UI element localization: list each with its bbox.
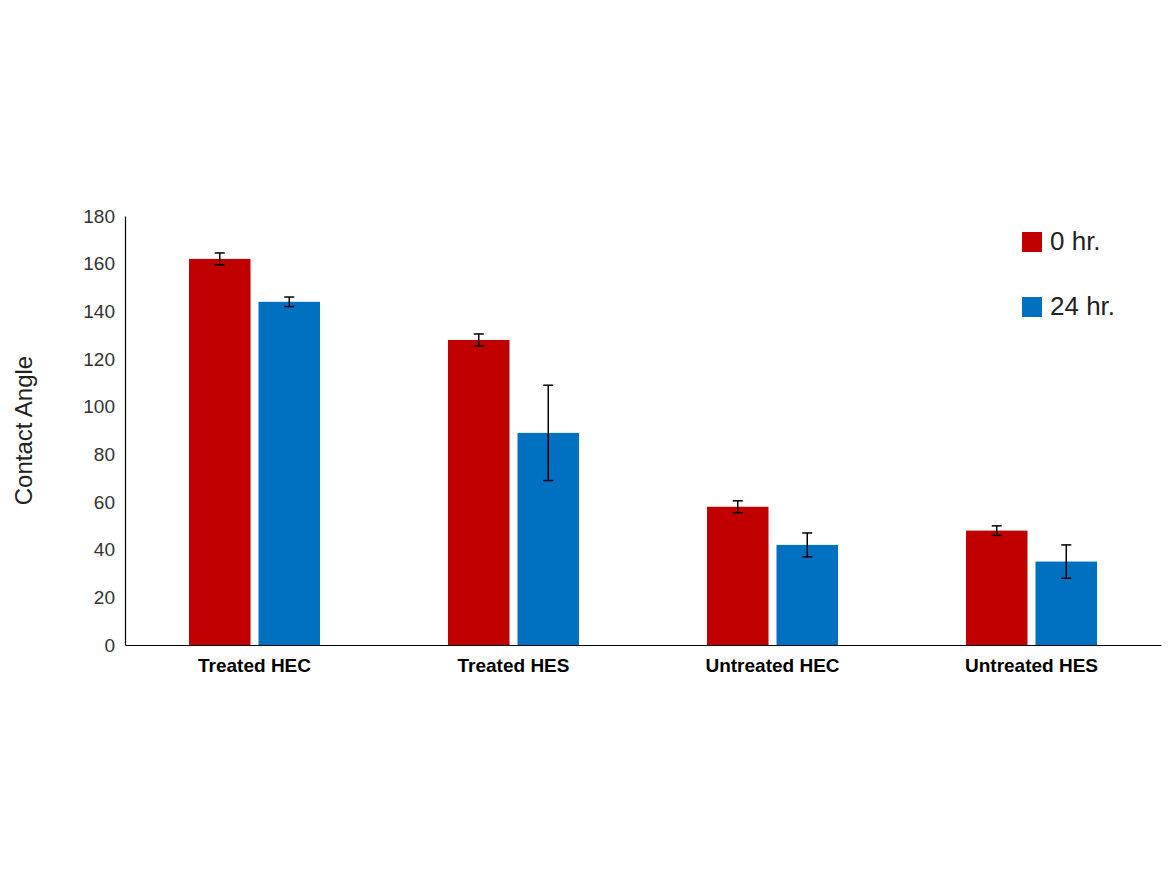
error-cap (215, 252, 225, 254)
error-bar (543, 385, 553, 480)
bar (776, 545, 838, 645)
y-tick-label: 140 (83, 301, 115, 322)
bar (707, 507, 769, 645)
error-cap (992, 535, 1002, 537)
bar (258, 302, 320, 645)
legend-swatch (1022, 297, 1042, 317)
y-tick: 140 (83, 301, 125, 322)
error-cap (1061, 544, 1071, 546)
y-tick: 60 (94, 492, 125, 513)
error-line (807, 533, 809, 557)
y-tick: 180 (83, 206, 125, 227)
legend-item: 24 hr. (1022, 291, 1115, 321)
y-tick: 80 (94, 444, 125, 465)
x-tick-label: Untreated HEC (705, 655, 839, 676)
error-line (548, 385, 550, 480)
y-tick-label: 100 (83, 396, 115, 417)
y-tick: 100 (83, 396, 125, 417)
error-line (478, 334, 480, 346)
bar-series (189, 259, 1028, 645)
legend-swatch (1022, 232, 1042, 252)
x-tick-label: Treated HES (458, 655, 570, 676)
error-cap (284, 296, 294, 298)
error-bars (284, 297, 1071, 578)
error-cap (802, 532, 812, 534)
y-tick-label: 180 (83, 206, 115, 227)
y-tick-label: 20 (94, 587, 115, 608)
x-tick: Treated HES (458, 645, 570, 676)
error-cap (474, 345, 484, 347)
y-axis-line (125, 217, 126, 646)
error-line (289, 297, 291, 307)
y-tick: 40 (94, 539, 125, 560)
x-tick-label: Untreated HES (965, 655, 1098, 676)
y-tick-label: 40 (94, 539, 115, 560)
error-bar (992, 526, 1002, 536)
error-line (737, 501, 739, 513)
bar-series (258, 302, 1097, 645)
y-tick: 160 (83, 253, 125, 274)
y-tick-label: 0 (104, 635, 115, 656)
x-tick: Untreated HES (965, 645, 1098, 676)
error-bar (474, 334, 484, 346)
y-tick: 0 (104, 635, 125, 656)
error-bar (1061, 545, 1071, 578)
error-cap (1061, 578, 1071, 580)
error-bar (215, 253, 225, 265)
error-cap (543, 384, 553, 386)
y-tick-label: 160 (83, 253, 115, 274)
bar (448, 340, 510, 645)
error-bar (802, 533, 812, 557)
y-axis-title: Contact Angle (10, 356, 37, 505)
y-tick: 20 (94, 587, 125, 608)
error-cap (733, 512, 743, 514)
y-tick-label: 60 (94, 492, 115, 513)
error-cap (215, 264, 225, 266)
x-tick: Treated HEC (198, 645, 311, 676)
error-line (996, 526, 998, 536)
legend: 0 hr. 24 hr. (1022, 226, 1115, 321)
error-bars (215, 253, 1002, 535)
y-tick-label: 120 (83, 349, 115, 370)
error-cap (543, 480, 553, 482)
y-axis: 0 20 40 60 80 100 120 140 160 180 (83, 206, 125, 656)
chart: 020406080100120140160180Treated HECTreat… (0, 0, 1170, 878)
legend-label: 24 hr. (1050, 291, 1115, 321)
error-line (1066, 545, 1068, 578)
bar (189, 259, 251, 645)
x-axis-line (126, 645, 1162, 646)
error-cap (992, 525, 1002, 527)
x-tick-label: Treated HEC (198, 655, 311, 676)
x-axis: Treated HEC Treated HES Untreated HEC Untre… (126, 645, 1162, 676)
x-tick: Untreated HEC (705, 645, 839, 676)
error-bar (733, 501, 743, 513)
y-tick-label: 80 (94, 444, 115, 465)
legend-item: 0 hr. (1022, 226, 1101, 256)
plot-area (189, 253, 1097, 645)
error-cap (474, 333, 484, 335)
y-tick: 120 (83, 349, 125, 370)
bar (966, 531, 1028, 645)
error-cap (284, 306, 294, 308)
legend-label: 0 hr. (1050, 226, 1101, 256)
error-bar (284, 297, 294, 307)
error-line (219, 253, 221, 265)
error-cap (733, 500, 743, 502)
error-cap (802, 556, 812, 558)
